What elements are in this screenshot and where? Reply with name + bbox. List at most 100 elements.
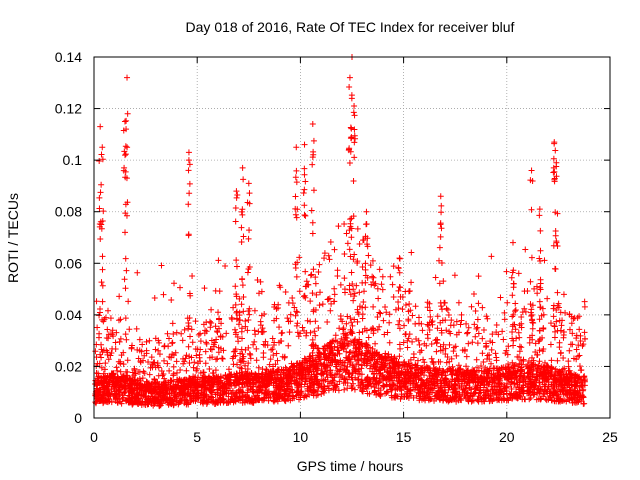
data-point: [358, 371, 365, 378]
data-point: [341, 336, 348, 343]
data-point: [363, 208, 370, 215]
data-point: [195, 360, 202, 367]
data-point: [148, 354, 155, 361]
data-point: [310, 187, 317, 194]
data-point: [113, 329, 120, 336]
data-point: [168, 296, 175, 303]
data-point: [185, 149, 192, 156]
data-point: [491, 375, 498, 382]
data-point: [236, 389, 243, 396]
data-point: [251, 327, 258, 334]
data-point: [374, 326, 381, 333]
data-point: [536, 206, 543, 213]
data-point: [282, 398, 289, 405]
data-point: [232, 352, 239, 359]
data-point: [204, 399, 211, 406]
data-point: [181, 326, 188, 333]
data-point: [351, 126, 358, 133]
x-tick-label: 10: [293, 429, 309, 445]
data-point: [240, 353, 247, 360]
data-point: [311, 389, 318, 396]
data-point: [289, 295, 296, 302]
data-point: [285, 386, 292, 393]
data-point: [512, 326, 519, 333]
data-point: [450, 348, 457, 355]
data-point: [463, 320, 470, 327]
data-point: [423, 391, 430, 398]
data-point: [246, 263, 253, 270]
data-point: [395, 264, 402, 271]
data-point: [396, 255, 403, 262]
data-point: [187, 379, 194, 386]
data-point: [98, 279, 105, 286]
data-point: [461, 386, 468, 393]
data-point: [511, 379, 518, 386]
data-point: [541, 359, 548, 366]
data-point: [95, 334, 102, 341]
data-point: [516, 360, 523, 367]
data-point: [396, 372, 403, 379]
data-point: [473, 356, 480, 363]
data-point: [309, 230, 316, 237]
data-point: [282, 289, 289, 296]
data-point: [578, 382, 585, 389]
data-point: [376, 391, 383, 398]
data-point: [373, 349, 380, 356]
data-point: [247, 385, 254, 392]
data-point: [521, 396, 528, 403]
data-point: [240, 294, 247, 301]
data-point: [551, 384, 558, 391]
data-point: [289, 300, 296, 307]
data-point: [286, 329, 293, 336]
data-point: [194, 381, 201, 388]
data-point: [307, 387, 314, 394]
data-point: [201, 392, 208, 399]
data-point: [171, 280, 178, 287]
data-point: [292, 377, 299, 384]
data-point: [344, 240, 351, 247]
data-point: [351, 154, 358, 161]
data-point: [468, 386, 475, 393]
data-point: [406, 300, 413, 307]
data-point: [107, 315, 114, 322]
data-point: [449, 363, 456, 370]
data-point: [493, 357, 500, 364]
data-point: [548, 381, 555, 388]
data-point: [550, 169, 557, 176]
data-point: [536, 316, 543, 323]
data-point: [331, 374, 338, 381]
data-point: [408, 279, 415, 286]
data-point: [396, 383, 403, 390]
data-point: [300, 374, 307, 381]
data-point: [255, 364, 262, 371]
data-point: [531, 285, 538, 292]
data-point: [185, 343, 192, 350]
data-point: [170, 331, 177, 338]
data-point: [542, 396, 549, 403]
data-point: [189, 339, 196, 346]
data-point: [182, 385, 189, 392]
data-point: [292, 312, 299, 319]
data-point: [309, 161, 316, 168]
data-point: [156, 388, 163, 395]
data-point: [96, 157, 103, 164]
data-point: [373, 374, 380, 381]
data-point: [185, 157, 192, 164]
data-point: [252, 370, 259, 377]
data-point: [508, 385, 515, 392]
data-point: [406, 287, 413, 294]
data-point: [151, 295, 158, 302]
data-point: [302, 378, 309, 385]
data-point: [101, 366, 108, 373]
data-point: [235, 338, 242, 345]
data-point: [155, 347, 162, 354]
x-tick-label: 25: [602, 429, 618, 445]
data-point: [124, 199, 131, 206]
data-point: [293, 322, 300, 329]
data-point: [576, 326, 583, 333]
data-point: [97, 189, 104, 196]
data-point: [399, 369, 406, 376]
data-point: [263, 366, 270, 373]
